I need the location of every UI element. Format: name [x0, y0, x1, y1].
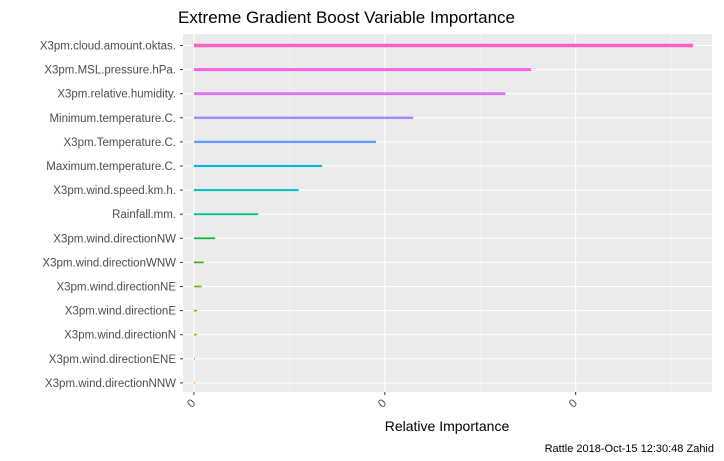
y-tick-label: X3pm.wind.directionE — [65, 306, 177, 318]
importance-bar — [193, 164, 323, 168]
importance-bar — [193, 68, 531, 72]
importance-bar — [193, 309, 198, 312]
y-tick-label: Minimum.temperature.C. — [49, 113, 176, 125]
y-tick-label: X3pm.cloud.amount.oktas. — [40, 41, 176, 53]
x-tick-label: 0 — [376, 397, 389, 410]
importance-bar — [193, 189, 299, 192]
y-tick-label: Rainfall.mm. — [112, 209, 176, 221]
importance-bar — [193, 43, 693, 48]
y-tick-label: X3pm.wind.directionNW — [53, 233, 176, 245]
y-tick-label: X3pm.MSL.pressure.hPa. — [44, 65, 176, 77]
plot-panel — [183, 34, 712, 392]
x-axis-labels: 0 0 0 — [185, 392, 580, 410]
chart-caption: Rattle 2018-Oct-15 12:30:48 Zahid — [545, 443, 714, 455]
chart-title: Extreme Gradient Boost Variable Importan… — [178, 8, 515, 27]
y-tick-label: X3pm.wind.directionN — [64, 330, 176, 342]
y-tick-label: X3pm.Temperature.C. — [64, 137, 177, 149]
importance-bar — [193, 333, 197, 336]
y-tick-label: X3pm.wind.directionENE — [49, 354, 177, 366]
y-tick-label: X3pm.wind.directionNE — [56, 282, 176, 294]
y-tick-label: X3pm.wind.speed.km.h. — [53, 185, 176, 197]
y-axis-labels: X3pm.cloud.amount.oktas. X3pm.MSL.pressur… — [40, 41, 183, 390]
importance-bar — [193, 357, 195, 360]
importance-bar — [193, 261, 204, 264]
x-axis-title: Relative Importance — [385, 418, 510, 434]
x-tick-label: 0 — [185, 397, 198, 410]
importance-bar — [193, 285, 202, 288]
importance-bar — [193, 237, 216, 240]
importance-bar — [193, 92, 506, 96]
y-tick-label: Maximum.temperature.C. — [46, 161, 176, 173]
importance-bar — [193, 382, 195, 384]
importance-bar — [193, 213, 259, 216]
y-tick-label: X3pm.wind.directionWNW — [42, 257, 176, 269]
importance-bar — [193, 116, 414, 120]
x-tick-label: 0 — [567, 397, 580, 410]
bar-layer — [193, 43, 693, 384]
y-tick-label: X3pm.wind.directionNNW — [45, 378, 176, 390]
importance-bar — [193, 140, 377, 144]
y-tick-label: X3pm.relative.humidity. — [57, 89, 176, 101]
